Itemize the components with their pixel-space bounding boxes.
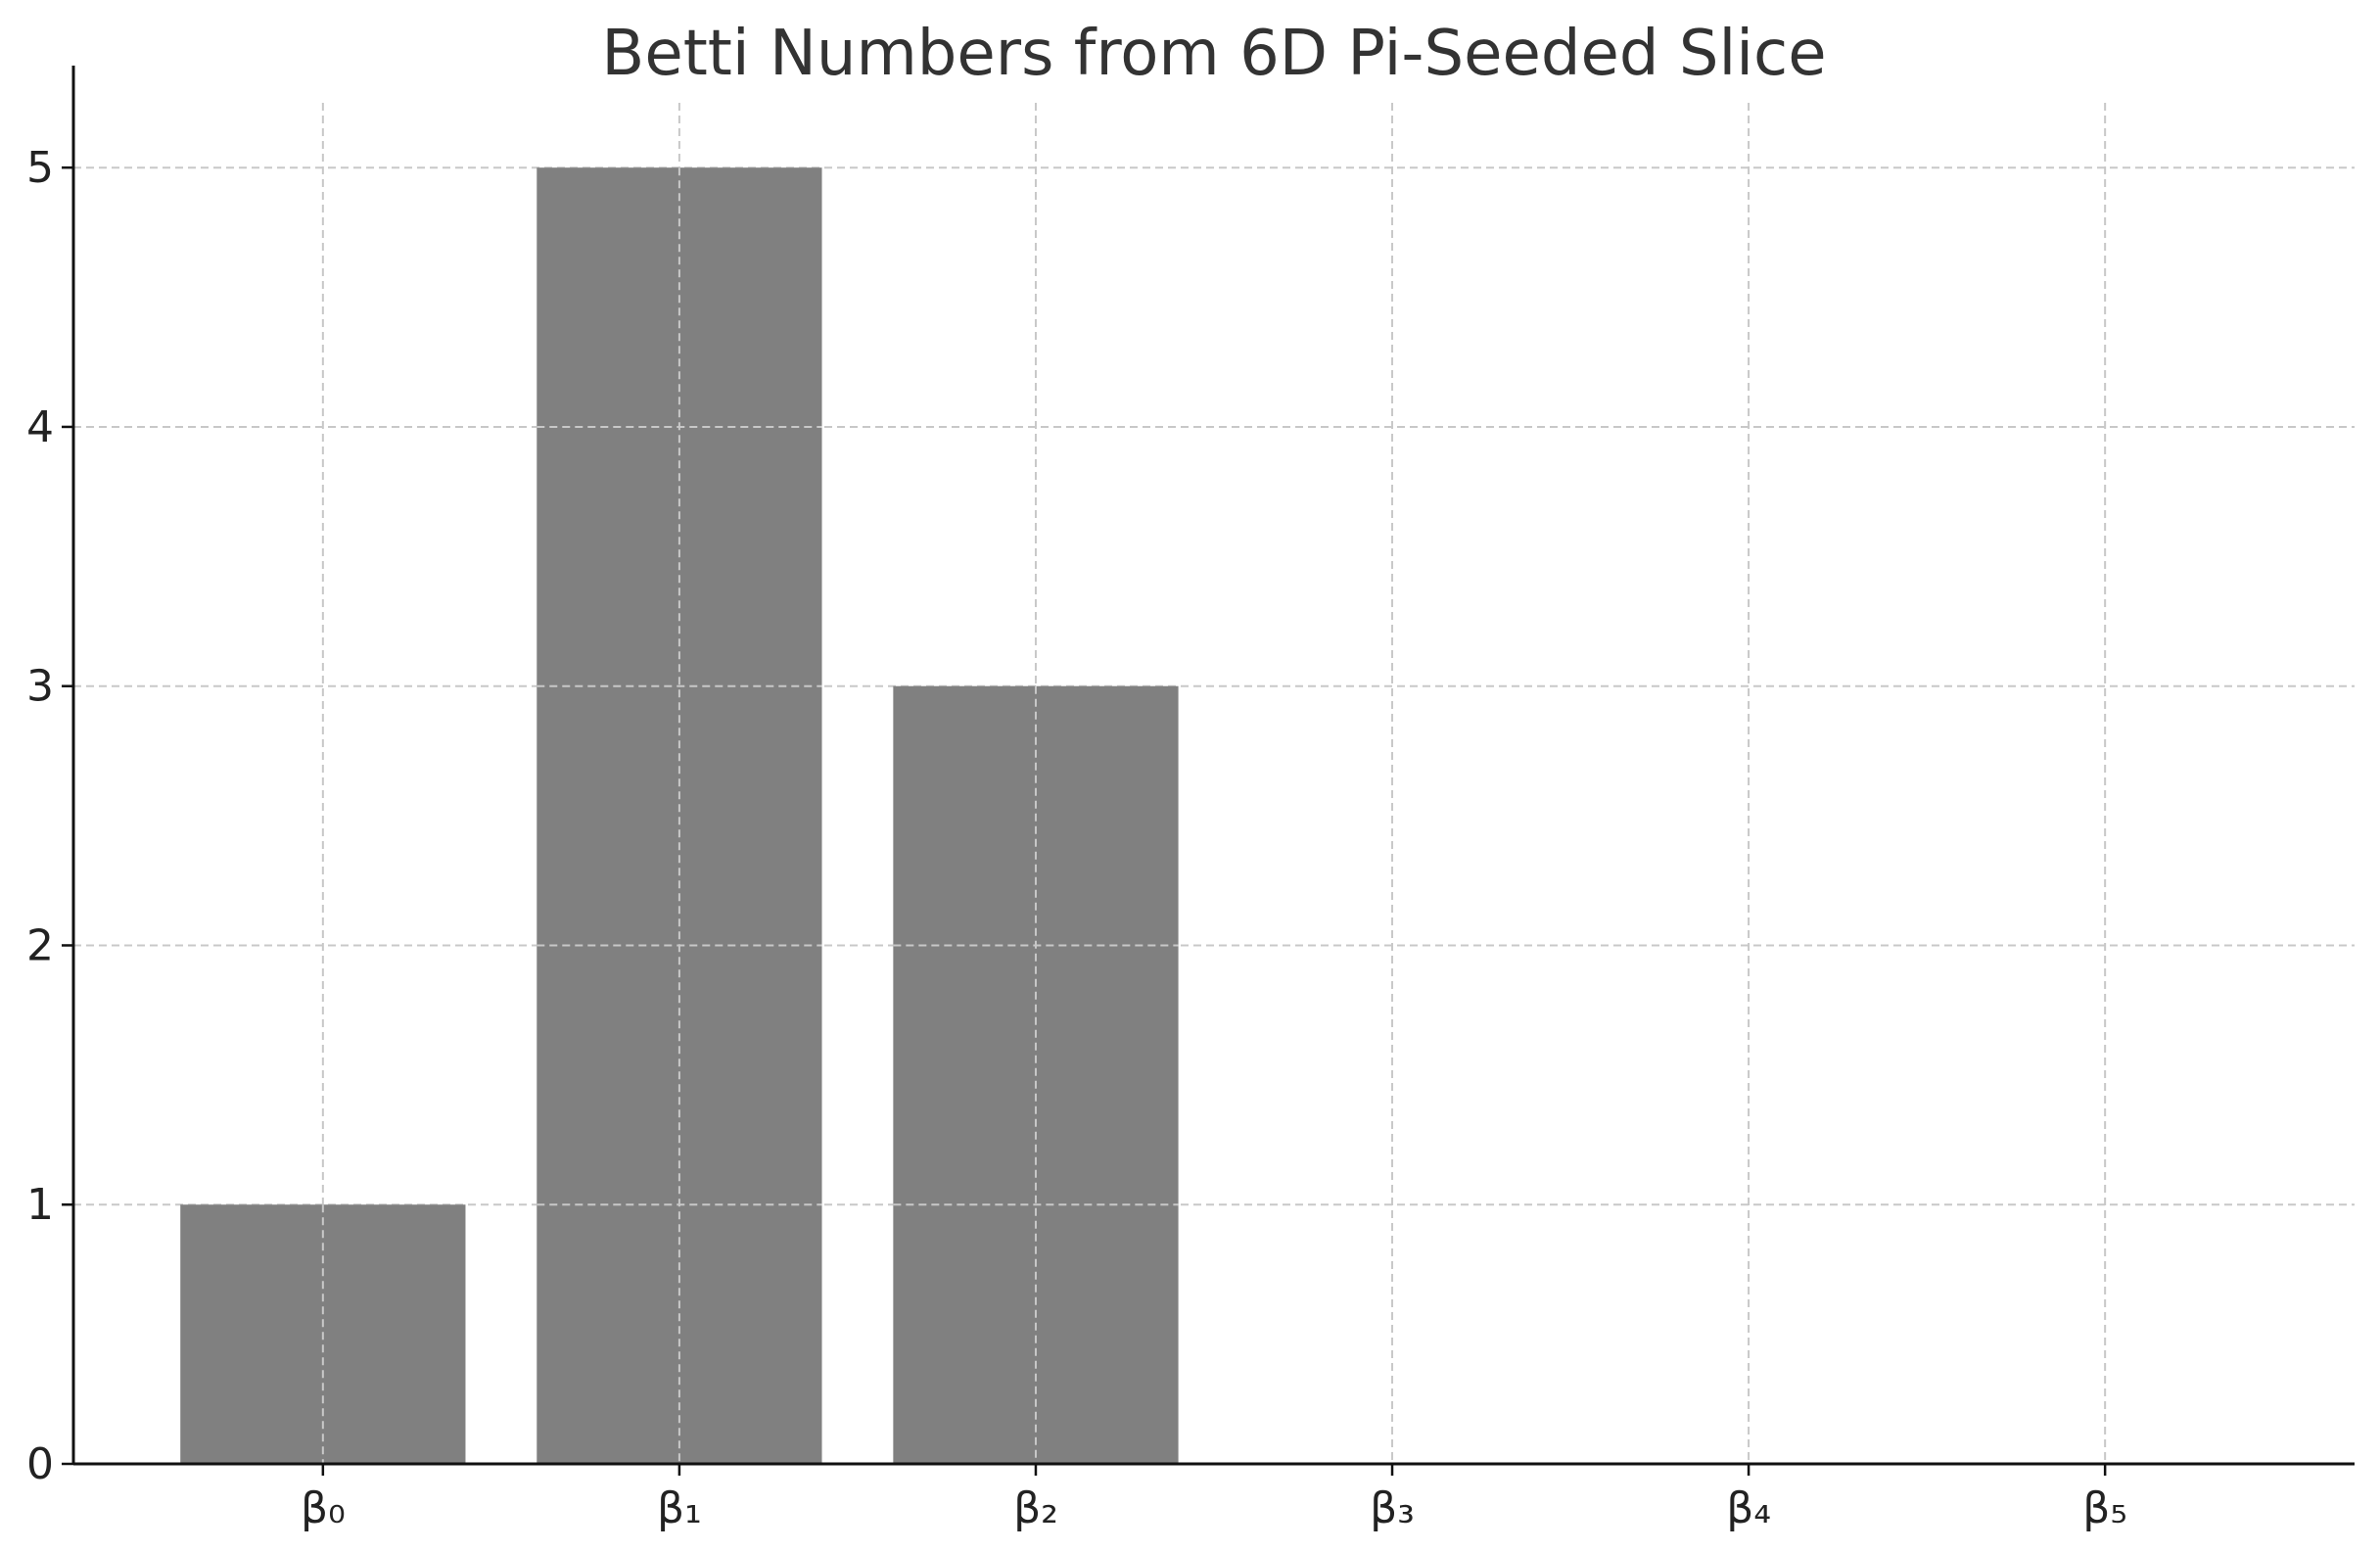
bars xyxy=(180,167,1179,1465)
y-tick-label: 1 xyxy=(26,1180,54,1230)
y-tick-label: 0 xyxy=(26,1439,54,1489)
x-tick-label: β₀ xyxy=(301,1483,346,1533)
y-tick-label: 5 xyxy=(26,143,54,193)
x-tick-label: β₃ xyxy=(1370,1483,1415,1533)
x-tick-label: β₁ xyxy=(657,1483,702,1533)
x-tick-label: β₂ xyxy=(1013,1483,1058,1533)
x-tick-label: β₅ xyxy=(2082,1483,2127,1533)
y-tick-label: 2 xyxy=(26,920,54,970)
bar-1 xyxy=(537,167,822,1465)
y-tick-label: 3 xyxy=(26,662,54,712)
y-tick-label: 4 xyxy=(26,402,54,452)
tick-labels: 0 1 2 3 4 5 β₀ β₁ β₂ β₃ β₄ β₅ xyxy=(26,143,2127,1533)
axes xyxy=(71,66,2355,1466)
x-tick-label: β₄ xyxy=(1726,1483,1771,1533)
chart-title: Betti Numbers from 6D Pi-Seeded Slice xyxy=(601,18,1826,90)
